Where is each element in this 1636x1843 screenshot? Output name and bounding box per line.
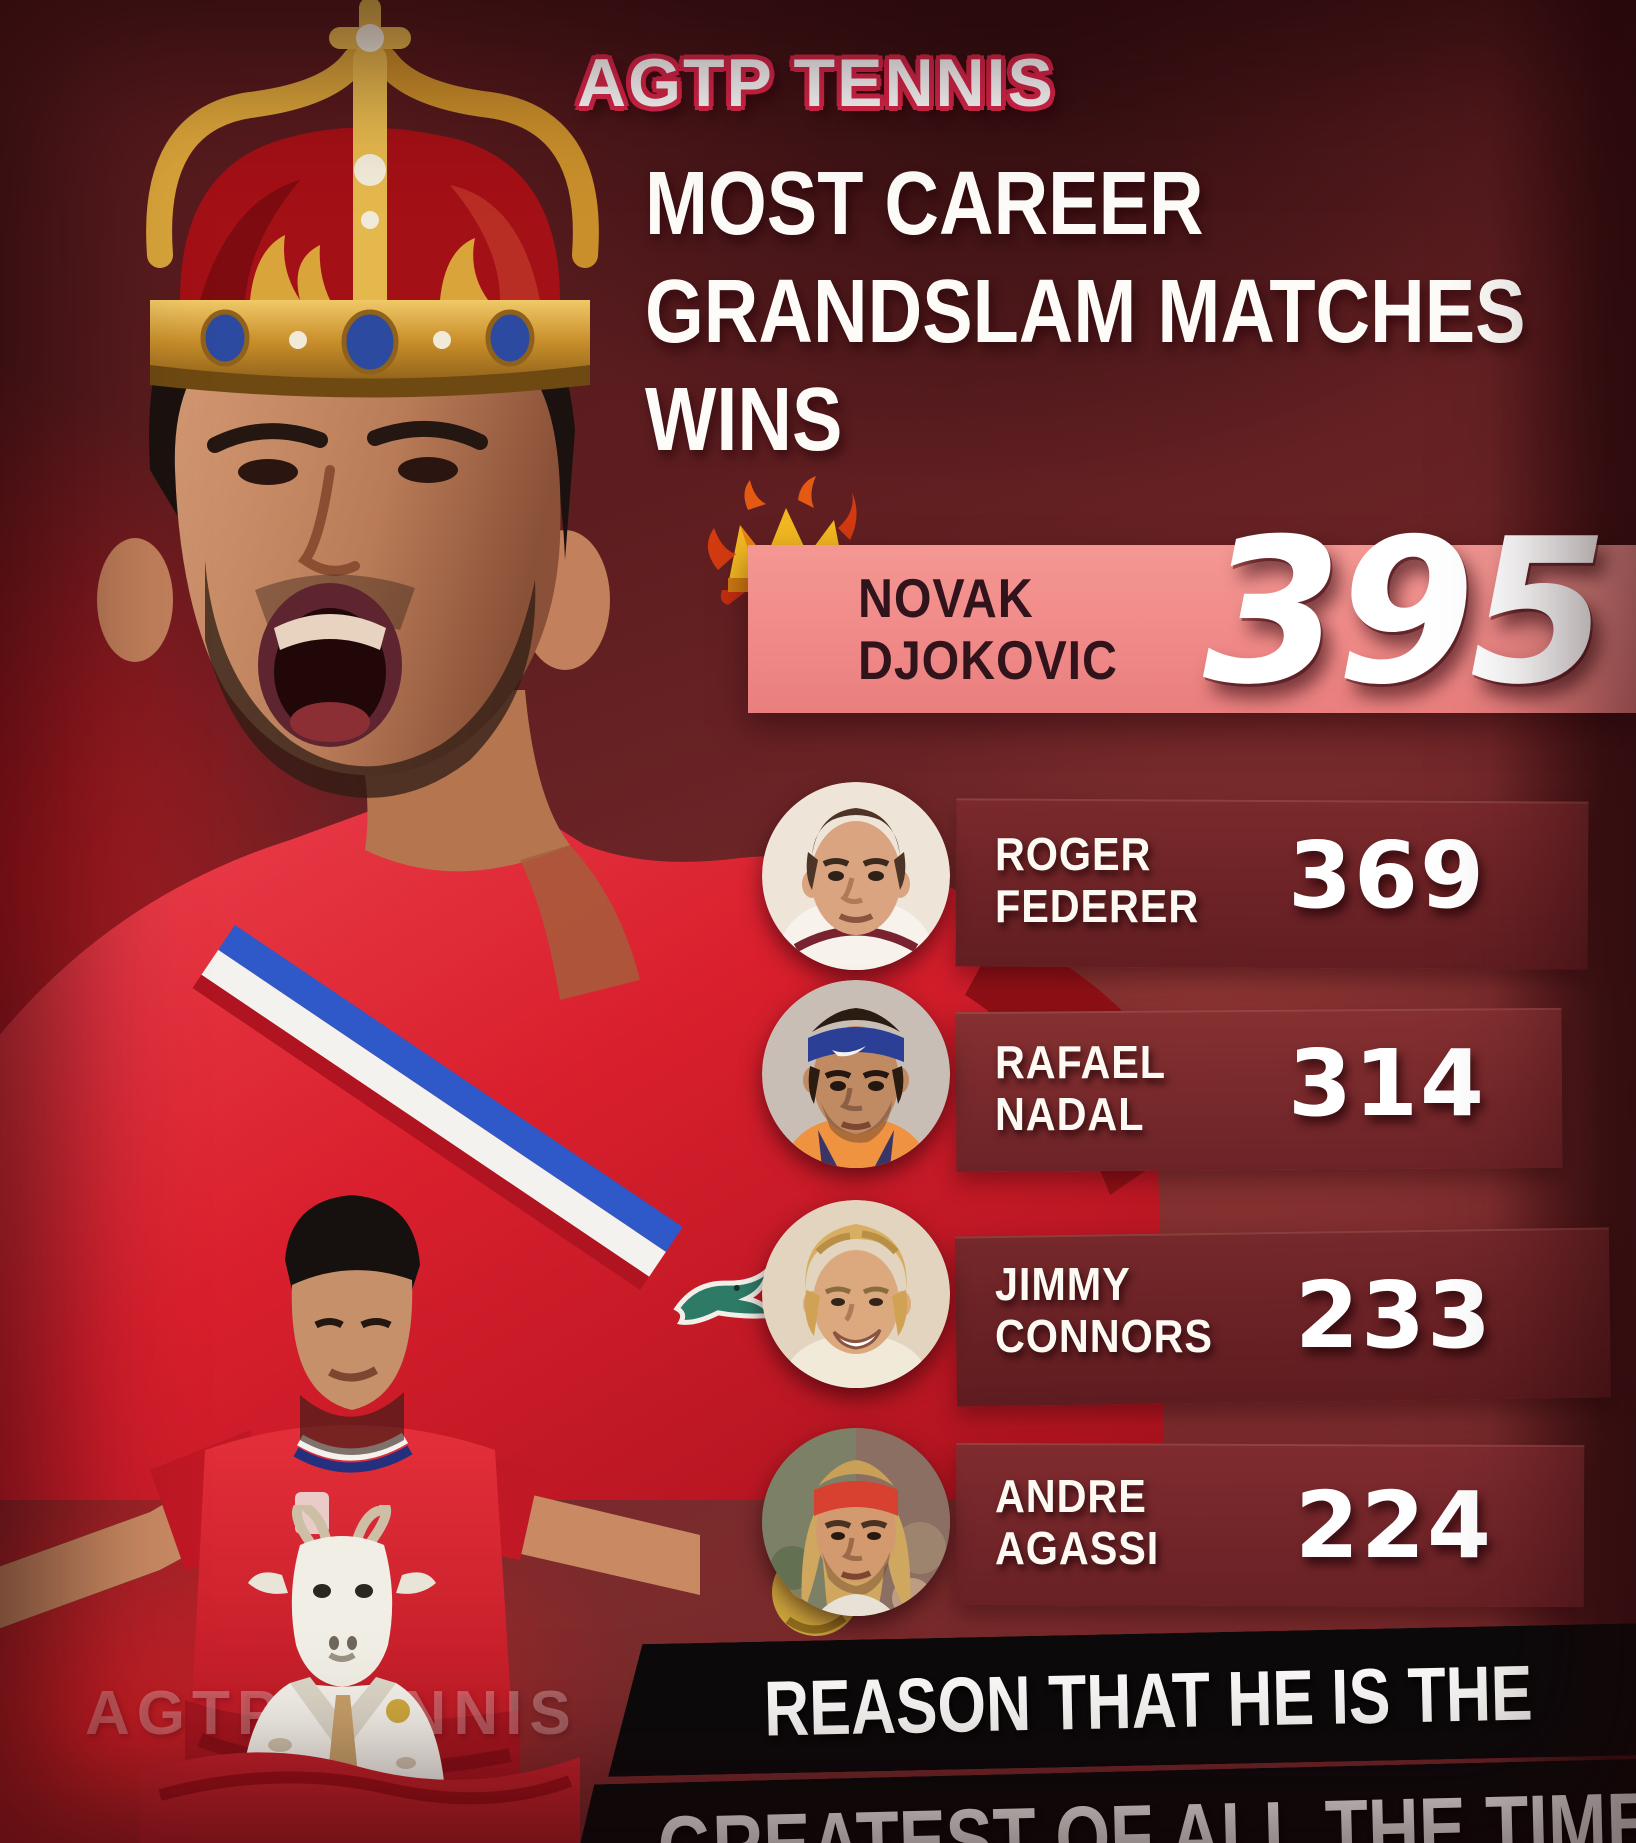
footer-banner-1: REASON THAT HE IS THE (595, 1623, 1636, 1777)
nadal-avatar (762, 980, 950, 1168)
player-first-name: JIMMY (995, 1258, 1131, 1310)
headline: MOST CAREER GRANDSLAM MATCHES WINS (645, 150, 1636, 474)
headline-line3: WINS (645, 370, 843, 470)
headline-line1: MOST CAREER (645, 154, 1204, 254)
headline-line2: GRANDSLAM MATCHES (645, 262, 1526, 362)
player-last-name: FEDERER (995, 880, 1200, 932)
left-ear (97, 538, 173, 662)
row-player-name: JIMMY CONNORS (995, 1258, 1237, 1362)
row-player-name: ANDRE AGASSI (995, 1470, 1177, 1574)
row-player-value: 233 (1295, 1262, 1494, 1369)
connors-avatar (762, 1200, 950, 1388)
leader-last-name: DJOKOVIC (858, 629, 1118, 691)
small-hair (285, 1195, 420, 1290)
brand-title-text: AGTP TENNIS (577, 45, 1055, 121)
leader-first-name: NOVAK (858, 567, 1034, 629)
player-first-name: ANDRE (995, 1470, 1147, 1522)
leader-name: NOVAK DJOKOVIC (858, 567, 1153, 691)
small-face (291, 1270, 413, 1410)
player-first-name: ROGER (995, 828, 1152, 880)
player-last-name: AGASSI (995, 1522, 1160, 1574)
row-player-name: ROGER FEDERER (995, 828, 1222, 932)
agassi-avatar (762, 1428, 950, 1616)
goat-icon (140, 1505, 580, 1843)
row-player-value: 369 (1288, 822, 1487, 929)
row-player-name: RAFAEL NADAL (995, 1036, 1185, 1140)
footer-line1: REASON THAT HE IS THE (763, 1648, 1534, 1753)
chest-shadow (520, 845, 640, 1000)
row-player-value: 314 (1288, 1030, 1487, 1137)
player-first-name: RAFAEL (995, 1036, 1166, 1088)
player-last-name: NADAL (995, 1088, 1145, 1140)
row-player-value: 224 (1295, 1472, 1494, 1579)
footer-line2: GREATEST OF ALL THE TIME (656, 1773, 1636, 1843)
collar-stripe (192, 925, 683, 1290)
leader-banner: NOVAK DJOKOVIC 395 (748, 513, 1636, 713)
crocodile-icon (673, 1262, 775, 1325)
teeth (274, 614, 386, 650)
leader-value: 395 (1203, 496, 1608, 729)
beard (205, 560, 536, 798)
goat-head (291, 1536, 393, 1687)
player-last-name: CONNORS (995, 1310, 1213, 1362)
federer-avatar (762, 782, 950, 970)
crown-icon (146, 0, 599, 398)
brand-title: AGTP TENNIS (577, 44, 1077, 122)
